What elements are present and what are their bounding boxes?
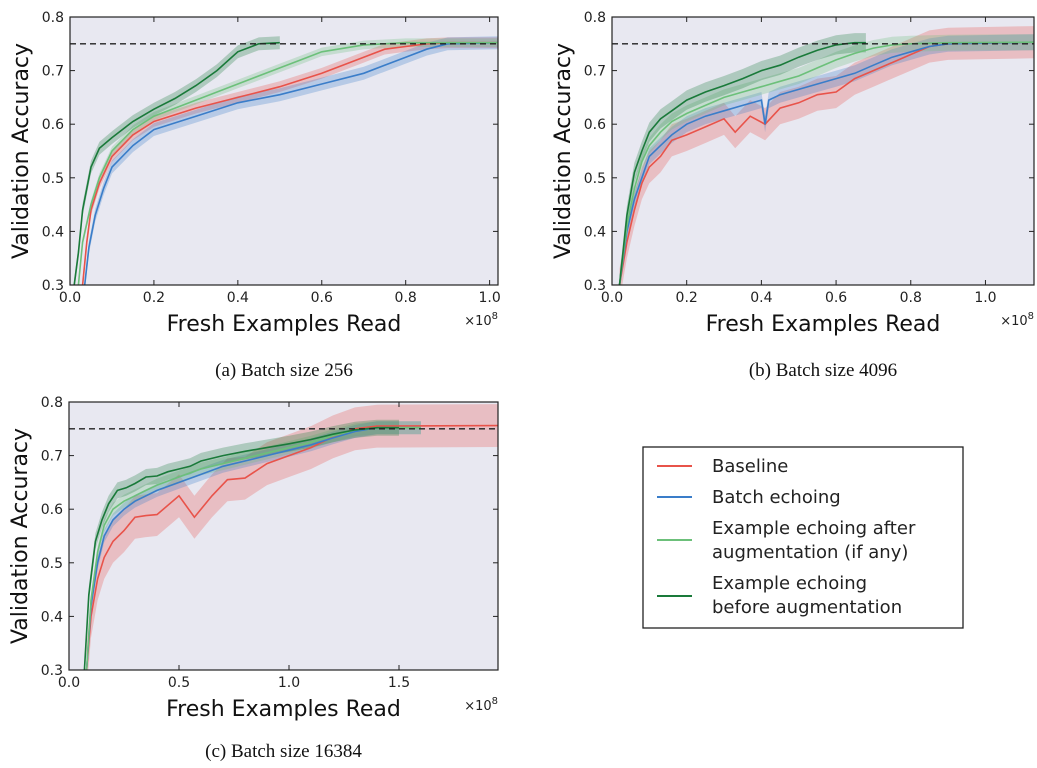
series-band-1 <box>82 37 498 285</box>
y-tick-label: 0.3 <box>584 278 606 294</box>
y-axis-label: Validation Accuracy <box>8 428 33 644</box>
legend-frame <box>642 446 964 629</box>
series-line-1 <box>81 41 498 285</box>
legend: Baseline Batch echoing Example echoing aft… <box>642 446 964 629</box>
plot-background <box>70 17 498 285</box>
legend-label: augmentation (if any) <box>712 542 908 563</box>
series-band-2 <box>619 34 1034 285</box>
y-tick-label: 0.8 <box>41 395 63 411</box>
x-tick-label: 0.8 <box>395 290 417 306</box>
x-axis-label: Fresh Examples Read <box>166 697 401 722</box>
series-line-3 <box>618 41 1034 285</box>
y-tick-label: 0.8 <box>42 10 64 26</box>
chart-panels: 0.0 0.2 0.4 0.6 0.8 1.0 0.3 0.4 0.5 0.6 0.7 0.8 Fres… <box>8 10 1035 762</box>
legend-label: Baseline <box>712 456 788 477</box>
x-tick-label: 0.2 <box>143 290 165 306</box>
series-line-4 <box>73 41 280 285</box>
series-band-4 <box>619 33 866 285</box>
series-line-2 <box>618 41 1034 285</box>
x-axis-label: Fresh Examples Read <box>706 312 941 337</box>
series-line-4 <box>83 426 399 670</box>
y-tick-label: 0.4 <box>42 224 64 240</box>
x-tick-label: 1.5 <box>388 675 410 691</box>
legend-label: before augmentation <box>712 597 902 618</box>
axes-frame <box>69 16 499 286</box>
legend-items: Baseline Batch echoing Example echoing aft… <box>657 456 916 618</box>
plot-area <box>70 36 498 285</box>
legend-item-4: Example echoing before augmentation <box>657 573 902 618</box>
chart-panel-3: 0.0 0.5 1.0 1.5 0.3 0.4 0.5 0.6 0.7 0.8 Fresh Exam… <box>8 395 499 762</box>
series-band-2 <box>84 36 498 285</box>
legend-label: Batch echoing <box>712 487 841 508</box>
y-tick-label: 0.8 <box>584 10 606 26</box>
plot-area <box>612 26 1034 285</box>
y-tick-label: 0.3 <box>42 278 64 294</box>
x-axis-exponent: ×108 <box>464 696 498 714</box>
y-tick-label: 0.4 <box>584 224 606 240</box>
x-tick-label: 1.0 <box>278 675 300 691</box>
y-tick-label: 0.6 <box>584 117 606 133</box>
x-tick-label: 0.4 <box>750 290 772 306</box>
plot-area <box>69 404 498 670</box>
series-band-2 <box>86 421 421 670</box>
x-tick-label: 1.0 <box>478 290 500 306</box>
legend-label: Example echoing <box>712 573 867 594</box>
series-line-3 <box>85 426 421 670</box>
chart-panel-2: 0.0 0.2 0.4 0.6 0.8 1.0 0.3 0.4 0.5 0.6 0.7 0.8 Fres… <box>551 10 1035 381</box>
x-tick-label: 0.8 <box>900 290 922 306</box>
y-tick-label: 0.7 <box>42 64 64 80</box>
panel-caption: (a) Batch size 256 <box>215 360 353 381</box>
series-band-3 <box>619 34 1034 285</box>
x-tick-label: 0.2 <box>676 290 698 306</box>
y-tick-label: 0.5 <box>41 556 63 572</box>
x-tick-label: 1.0 <box>974 290 996 306</box>
x-tick-label: 0.0 <box>59 290 81 306</box>
plot-background <box>612 17 1034 285</box>
axes-frame <box>68 401 499 671</box>
x-tick-label: 0.4 <box>227 290 249 306</box>
y-tick-label: 0.5 <box>584 171 606 187</box>
series-band-3 <box>86 421 421 670</box>
y-axis-label: Validation Accuracy <box>551 43 576 259</box>
x-axis-exponent: ×108 <box>1000 311 1034 329</box>
series-band-1 <box>619 26 1034 285</box>
series-line-2 <box>85 426 421 670</box>
series-line-2 <box>83 41 498 285</box>
series-line-1 <box>618 41 1034 285</box>
chart-panel-1: 0.0 0.2 0.4 0.6 0.8 1.0 0.3 0.4 0.5 0.6 0.7 0.8 Fres… <box>9 10 501 381</box>
x-axis-label: Fresh Examples Read <box>167 312 402 337</box>
y-tick-label: 0.5 <box>42 171 64 187</box>
plot-background <box>69 402 498 670</box>
panel-caption: (c) Batch size 16384 <box>205 741 362 762</box>
legend-label: Example echoing after <box>712 518 916 539</box>
y-tick-label: 0.3 <box>41 663 63 679</box>
y-tick-label: 0.7 <box>584 64 606 80</box>
x-tick-label: 0.5 <box>168 675 190 691</box>
legend-item-1: Baseline <box>657 456 788 477</box>
series-line-4 <box>618 41 866 285</box>
x-tick-label: 0.6 <box>311 290 333 306</box>
y-tick-label: 0.4 <box>41 609 63 625</box>
axes-frame <box>611 16 1035 286</box>
panel-caption: (b) Batch size 4096 <box>749 360 897 381</box>
y-tick-label: 0.6 <box>42 117 64 133</box>
y-axis-label: Validation Accuracy <box>9 43 34 259</box>
series-band-1 <box>86 404 498 670</box>
x-axis-exponent: ×108 <box>464 311 498 329</box>
x-tick-label: 0.0 <box>601 290 623 306</box>
x-tick-label: 0.6 <box>825 290 847 306</box>
legend-item-3: Example echoing after augmentation (if an… <box>657 518 916 563</box>
legend-item-2: Batch echoing <box>657 487 841 508</box>
y-tick-label: 0.7 <box>41 449 63 465</box>
y-tick-label: 0.6 <box>41 502 63 518</box>
x-tick-label: 0.0 <box>58 675 80 691</box>
